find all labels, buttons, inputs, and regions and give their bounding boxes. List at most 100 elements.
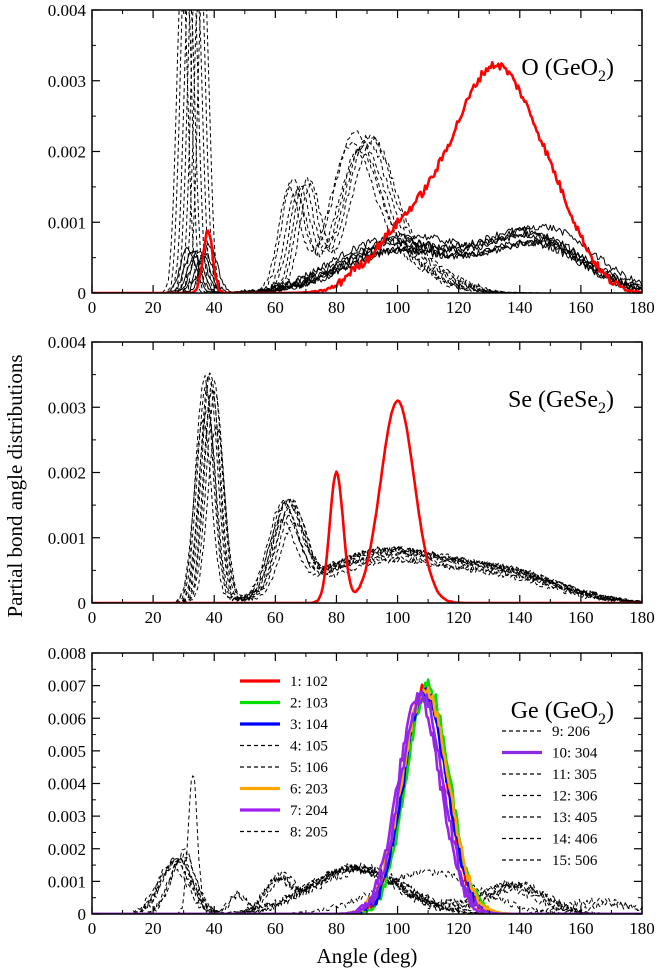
legend-label: 10: 304 xyxy=(552,746,598,762)
x-tick-label: 140 xyxy=(507,608,533,627)
series-line-middle-0 xyxy=(92,399,642,603)
x-axis-title: Angle (deg) xyxy=(317,944,418,968)
panel-title-sub: 2 xyxy=(598,400,606,417)
y-tick-label: 0.002 xyxy=(48,143,86,162)
legend-label: 9: 206 xyxy=(552,724,590,740)
series-line-bottom-5 xyxy=(92,686,642,914)
series-line-bottom-3 xyxy=(92,859,642,914)
y-tick-label: 0.003 xyxy=(48,807,86,826)
legend-label: 5: 106 xyxy=(290,760,328,776)
series-line-top-1-2 xyxy=(92,10,642,293)
legend-label: 1: 102 xyxy=(290,674,328,690)
series-line-bottom-7 xyxy=(92,848,642,914)
legend-label: 3: 104 xyxy=(290,717,328,733)
legend-label: 4: 105 xyxy=(290,739,328,755)
x-tick-label: 80 xyxy=(328,298,345,317)
y-tick-label: 0.004 xyxy=(48,333,87,352)
y-tick-label: 0.007 xyxy=(48,677,87,696)
series-line-middle-1-3 xyxy=(92,407,642,603)
x-tick-label: 120 xyxy=(446,919,472,938)
y-tick-label: 0.004 xyxy=(48,775,87,794)
series-line-bottom-13 xyxy=(92,857,642,914)
legend-label: 15: 506 xyxy=(552,853,598,869)
x-tick-label: 100 xyxy=(385,298,411,317)
panel-title-sub: 2 xyxy=(598,711,606,728)
x-tick-label: 60 xyxy=(267,298,284,317)
series-line-top-2-3 xyxy=(92,230,642,293)
panel-title-main: Se (GeSe xyxy=(508,387,598,413)
y-tick-label: 0.001 xyxy=(48,213,86,232)
y-tick-label: 0.001 xyxy=(48,529,86,548)
panel-title-top: O (GeO2) xyxy=(521,55,614,85)
legend-label: 2: 103 xyxy=(290,696,328,712)
x-tick-label: 20 xyxy=(145,919,162,938)
series-line-bottom-9 xyxy=(92,689,642,914)
legend-label: 13: 405 xyxy=(552,810,597,826)
panel-title-end: ) xyxy=(606,55,614,81)
x-tick-label: 120 xyxy=(446,298,472,317)
legend-label: 14: 406 xyxy=(552,832,598,848)
y-tick-label: 0 xyxy=(78,905,87,924)
series-line-bottom-8 xyxy=(92,857,642,914)
y-tick-label: 0.006 xyxy=(48,709,86,728)
panel-title-main: Ge (GeO xyxy=(511,698,598,724)
x-tick-label: 40 xyxy=(206,298,223,317)
panel-title-end: ) xyxy=(606,698,614,724)
x-tick-label: 0 xyxy=(88,298,97,317)
series-line-top-1-4 xyxy=(92,10,642,293)
series-line-middle-1-0 xyxy=(92,417,642,603)
y-tick-label: 0.004 xyxy=(48,1,87,20)
y-axis-title: Partial bond angle distributions xyxy=(3,354,27,617)
x-tick-label: 60 xyxy=(267,608,284,627)
series-line-middle-1-8 xyxy=(92,390,642,603)
y-tick-label: 0 xyxy=(78,284,87,303)
series-line-top-0 xyxy=(92,60,642,293)
x-tick-label: 60 xyxy=(267,919,284,938)
panel-bottom: 0 20 40 60 80 100 120 140 160 180 0 0.001 0.002 0.003… xyxy=(48,644,655,938)
series-line-middle-1-9 xyxy=(92,426,642,603)
x-tick-label: 180 xyxy=(629,919,655,938)
y-tick-label: 0 xyxy=(78,594,87,613)
panel-title-bottom: Ge (GeO2) xyxy=(511,698,614,728)
x-tick-label: 20 xyxy=(145,608,162,627)
y-tick-label: 0.002 xyxy=(48,464,86,483)
x-tick-label: 0 xyxy=(88,608,97,627)
y-tick-label: 0.008 xyxy=(48,644,86,663)
series-line-top-1-1 xyxy=(92,10,642,293)
legend-label: 11: 305 xyxy=(552,767,597,783)
y-tick-label: 0.005 xyxy=(48,742,86,761)
panel-title-end: ) xyxy=(606,387,614,413)
series-line-middle-1-2 xyxy=(92,386,642,603)
x-tick-label: 0 xyxy=(88,919,97,938)
series-line-middle-1-6 xyxy=(92,389,642,603)
series-line-top-2-1 xyxy=(92,231,642,293)
panel-title-main: O (GeO xyxy=(521,55,598,81)
x-tick-label: 100 xyxy=(385,919,411,938)
x-tick-label: 140 xyxy=(507,298,533,317)
x-tick-label: 100 xyxy=(385,608,411,627)
x-tick-label: 140 xyxy=(507,919,533,938)
x-tick-label: 160 xyxy=(568,298,594,317)
panel-title-middle: Se (GeSe2) xyxy=(508,387,614,417)
y-tick-label: 0.003 xyxy=(48,398,86,417)
x-tick-label: 80 xyxy=(328,608,345,627)
legend-label: 7: 204 xyxy=(290,803,328,819)
plot-frame-bottom xyxy=(91,652,643,915)
x-tick-label: 40 xyxy=(206,919,223,938)
x-tick-label: 120 xyxy=(446,608,472,627)
series-line-bottom-12 xyxy=(92,858,642,914)
x-tick-label: 80 xyxy=(328,919,345,938)
legend-label: 6: 203 xyxy=(290,782,328,798)
panel-title-sub: 2 xyxy=(598,68,606,85)
x-tick-label: 20 xyxy=(145,298,162,317)
series-line-top-1-5 xyxy=(92,10,642,293)
y-tick-label: 0.001 xyxy=(48,872,86,891)
series-line-top-1-0 xyxy=(92,10,642,293)
panel-middle: 0 20 40 60 80 100 120 140 160 180 0 0.001 0.002 0.003… xyxy=(48,333,655,627)
plot-area-top xyxy=(92,10,642,293)
legend-label: 12: 306 xyxy=(552,789,598,805)
x-tick-label: 160 xyxy=(568,608,594,627)
x-tick-label: 160 xyxy=(568,919,594,938)
y-tick-label: 0.002 xyxy=(48,840,86,859)
